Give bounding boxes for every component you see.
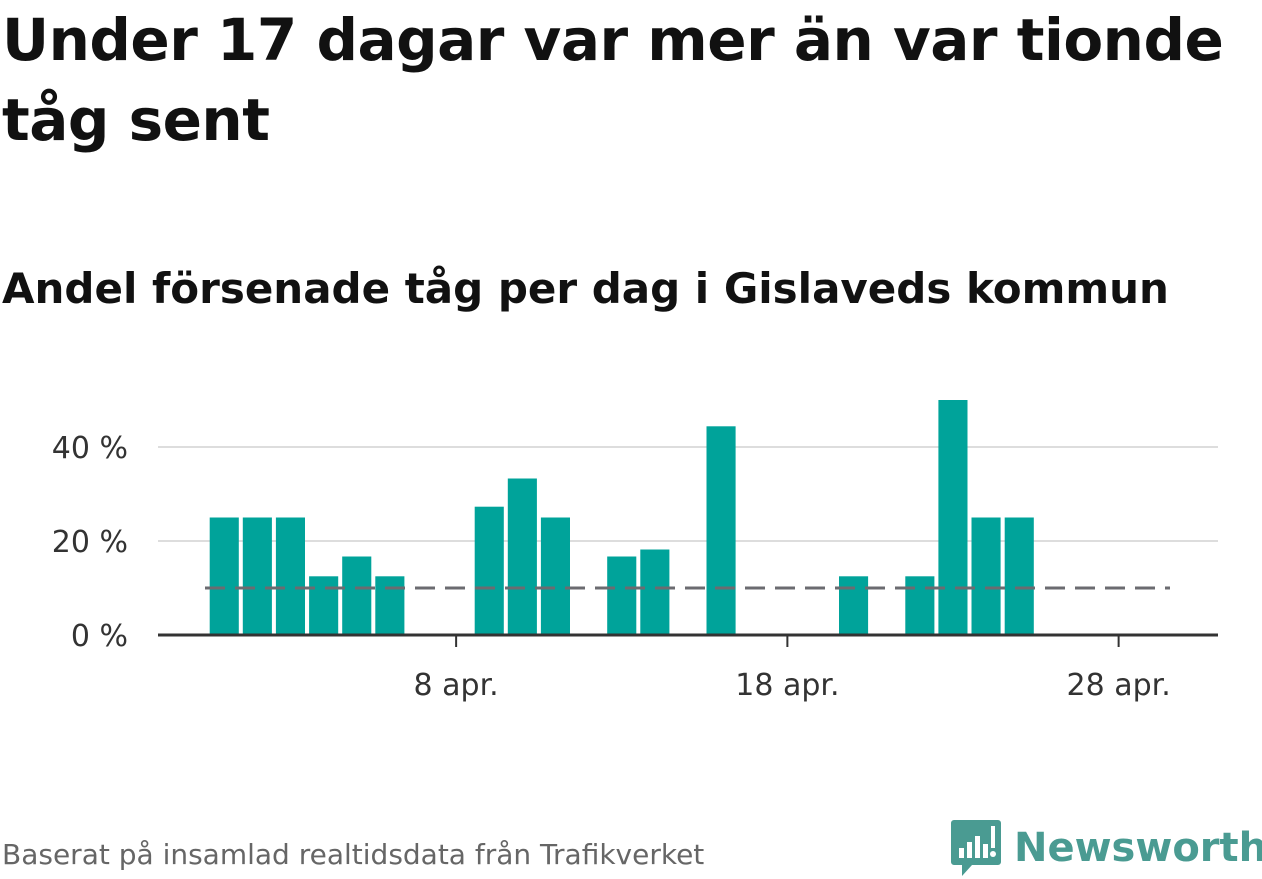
axis-layer: 0 % 20 % 40 % 8 apr. 18 apr. 28 apr.	[52, 431, 1218, 703]
x-tick-label: 8 apr.	[414, 668, 499, 703]
bar	[275, 517, 305, 635]
source-note: Baserat på insamlad realtidsdata från Tr…	[2, 838, 705, 871]
bar	[209, 517, 239, 635]
bar	[607, 556, 637, 635]
y-tick-label: 0 %	[71, 619, 128, 654]
x-tick-label: 28 apr.	[1066, 668, 1170, 703]
bar	[905, 576, 935, 636]
brand-name: Newsworthy	[1014, 825, 1262, 871]
bar	[242, 517, 272, 635]
bar	[540, 517, 570, 635]
bar	[507, 478, 537, 635]
bar	[706, 426, 736, 635]
bar	[342, 556, 372, 635]
x-tick-label: 18 apr.	[735, 668, 839, 703]
bar	[1004, 517, 1034, 635]
bar	[309, 576, 339, 636]
y-tick-label: 40 %	[52, 431, 128, 466]
bar	[971, 517, 1001, 635]
page-title: Under 17 dagar var mer än var tionde tåg…	[2, 6, 1224, 154]
bar	[640, 549, 670, 635]
newsworthy-logo-icon	[951, 820, 1001, 876]
bar	[839, 576, 869, 636]
grid-layer	[158, 446, 1218, 542]
bar	[375, 576, 405, 636]
brand-logo: Newsworthy	[950, 818, 1262, 878]
bar-layer	[209, 400, 1034, 636]
bar-chart: 0 % 20 % 40 % 8 apr. 18 apr. 28 apr.	[52, 400, 1218, 703]
y-tick-label: 20 %	[52, 525, 128, 560]
bar	[474, 506, 504, 635]
bar	[938, 400, 968, 635]
chart-subtitle: Andel försenade tåg per dag i Gislaveds …	[2, 264, 1169, 313]
